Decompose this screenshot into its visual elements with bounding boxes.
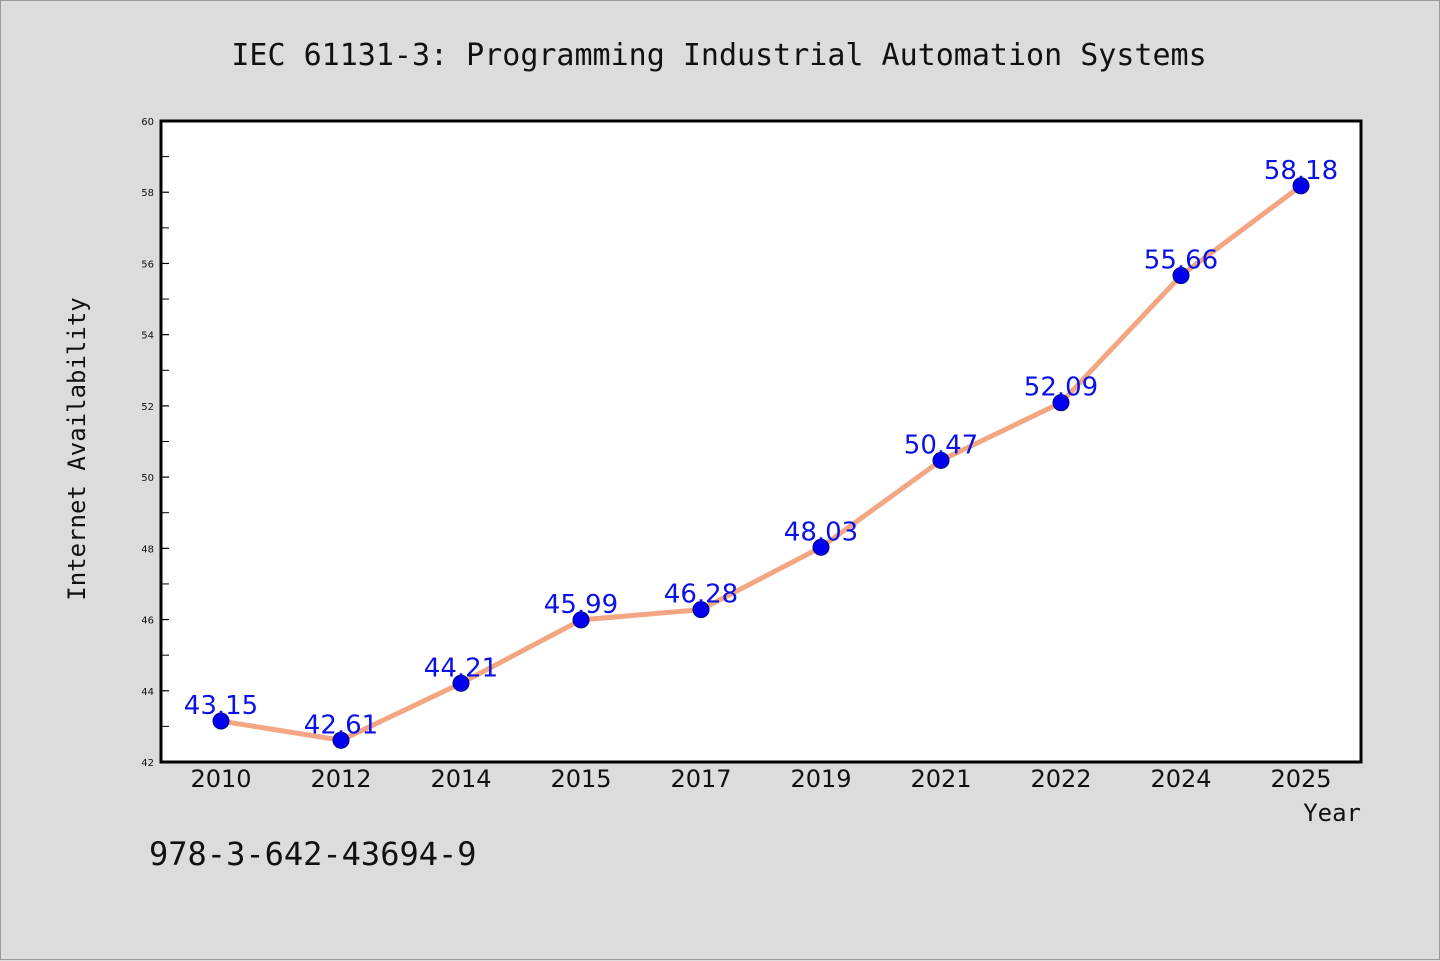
data-label: 43.15 — [184, 691, 258, 721]
data-point — [1292, 177, 1310, 195]
data-label: 42.61 — [304, 710, 378, 740]
y-tick-label: 54 — [141, 331, 154, 342]
y-tick-label: 46 — [141, 616, 154, 627]
x-tick-label: 2022 — [1030, 765, 1091, 793]
data-point — [332, 731, 350, 749]
x-tick-label: 2017 — [670, 765, 731, 793]
data-label: 58.18 — [1264, 156, 1338, 186]
data-label: 55.66 — [1144, 246, 1218, 276]
data-label: 52.09 — [1024, 373, 1098, 403]
y-tick-label: 44 — [141, 687, 154, 698]
plot-area — [161, 121, 1361, 762]
data-point — [452, 674, 470, 692]
data-point — [572, 611, 590, 629]
isbn-text: 978-3-642-43694-9 — [149, 835, 477, 873]
x-tick-label: 2010 — [190, 765, 251, 793]
series-line — [218, 183, 1304, 743]
plot-border — [159, 119, 1363, 764]
chart-title: IEC 61131-3: Programming Industrial Auto… — [231, 38, 1206, 73]
series-layer: 43.15 42.61 44.21 45.99 46.28 48.03 50.47 52.09… — [184, 156, 1338, 749]
x-tick-label: 2014 — [430, 765, 491, 793]
data-point — [1172, 267, 1190, 285]
data-label: 46.28 — [664, 580, 738, 610]
data-label: 48.03 — [784, 517, 858, 547]
data-label: 44.21 — [424, 653, 498, 683]
x-tick-label: 2024 — [1150, 765, 1211, 793]
y-tick-label: 58 — [141, 188, 154, 199]
x-tick-label: 2019 — [790, 765, 851, 793]
y-axis-label: Internet Availability — [63, 297, 91, 600]
data-point — [1052, 394, 1070, 412]
data-point — [212, 712, 230, 730]
y-tick-label: 52 — [141, 402, 154, 413]
x-tick-label: 2015 — [550, 765, 611, 793]
data-label: 45.99 — [544, 590, 618, 620]
y-tick-label: 56 — [141, 259, 154, 270]
data-point — [692, 601, 710, 619]
x-tick-label: 2025 — [1270, 765, 1331, 793]
data-point — [812, 538, 830, 556]
x-tick-label: 2012 — [310, 765, 371, 793]
data-point — [932, 451, 950, 469]
y-tick-label: 50 — [141, 473, 154, 484]
y-tick-label: 48 — [141, 544, 154, 555]
y-tick-label: 42 — [141, 758, 154, 769]
y-tick-label: 60 — [141, 117, 154, 128]
x-tick-label: 2021 — [910, 765, 971, 793]
x-axis-label: Year — [1303, 799, 1361, 827]
axis-ticks: 42 44 46 48 50 52 54 56 58 60 2010 2012 2014 2015 2017… — [141, 117, 1331, 793]
data-label: 50.47 — [904, 430, 978, 460]
